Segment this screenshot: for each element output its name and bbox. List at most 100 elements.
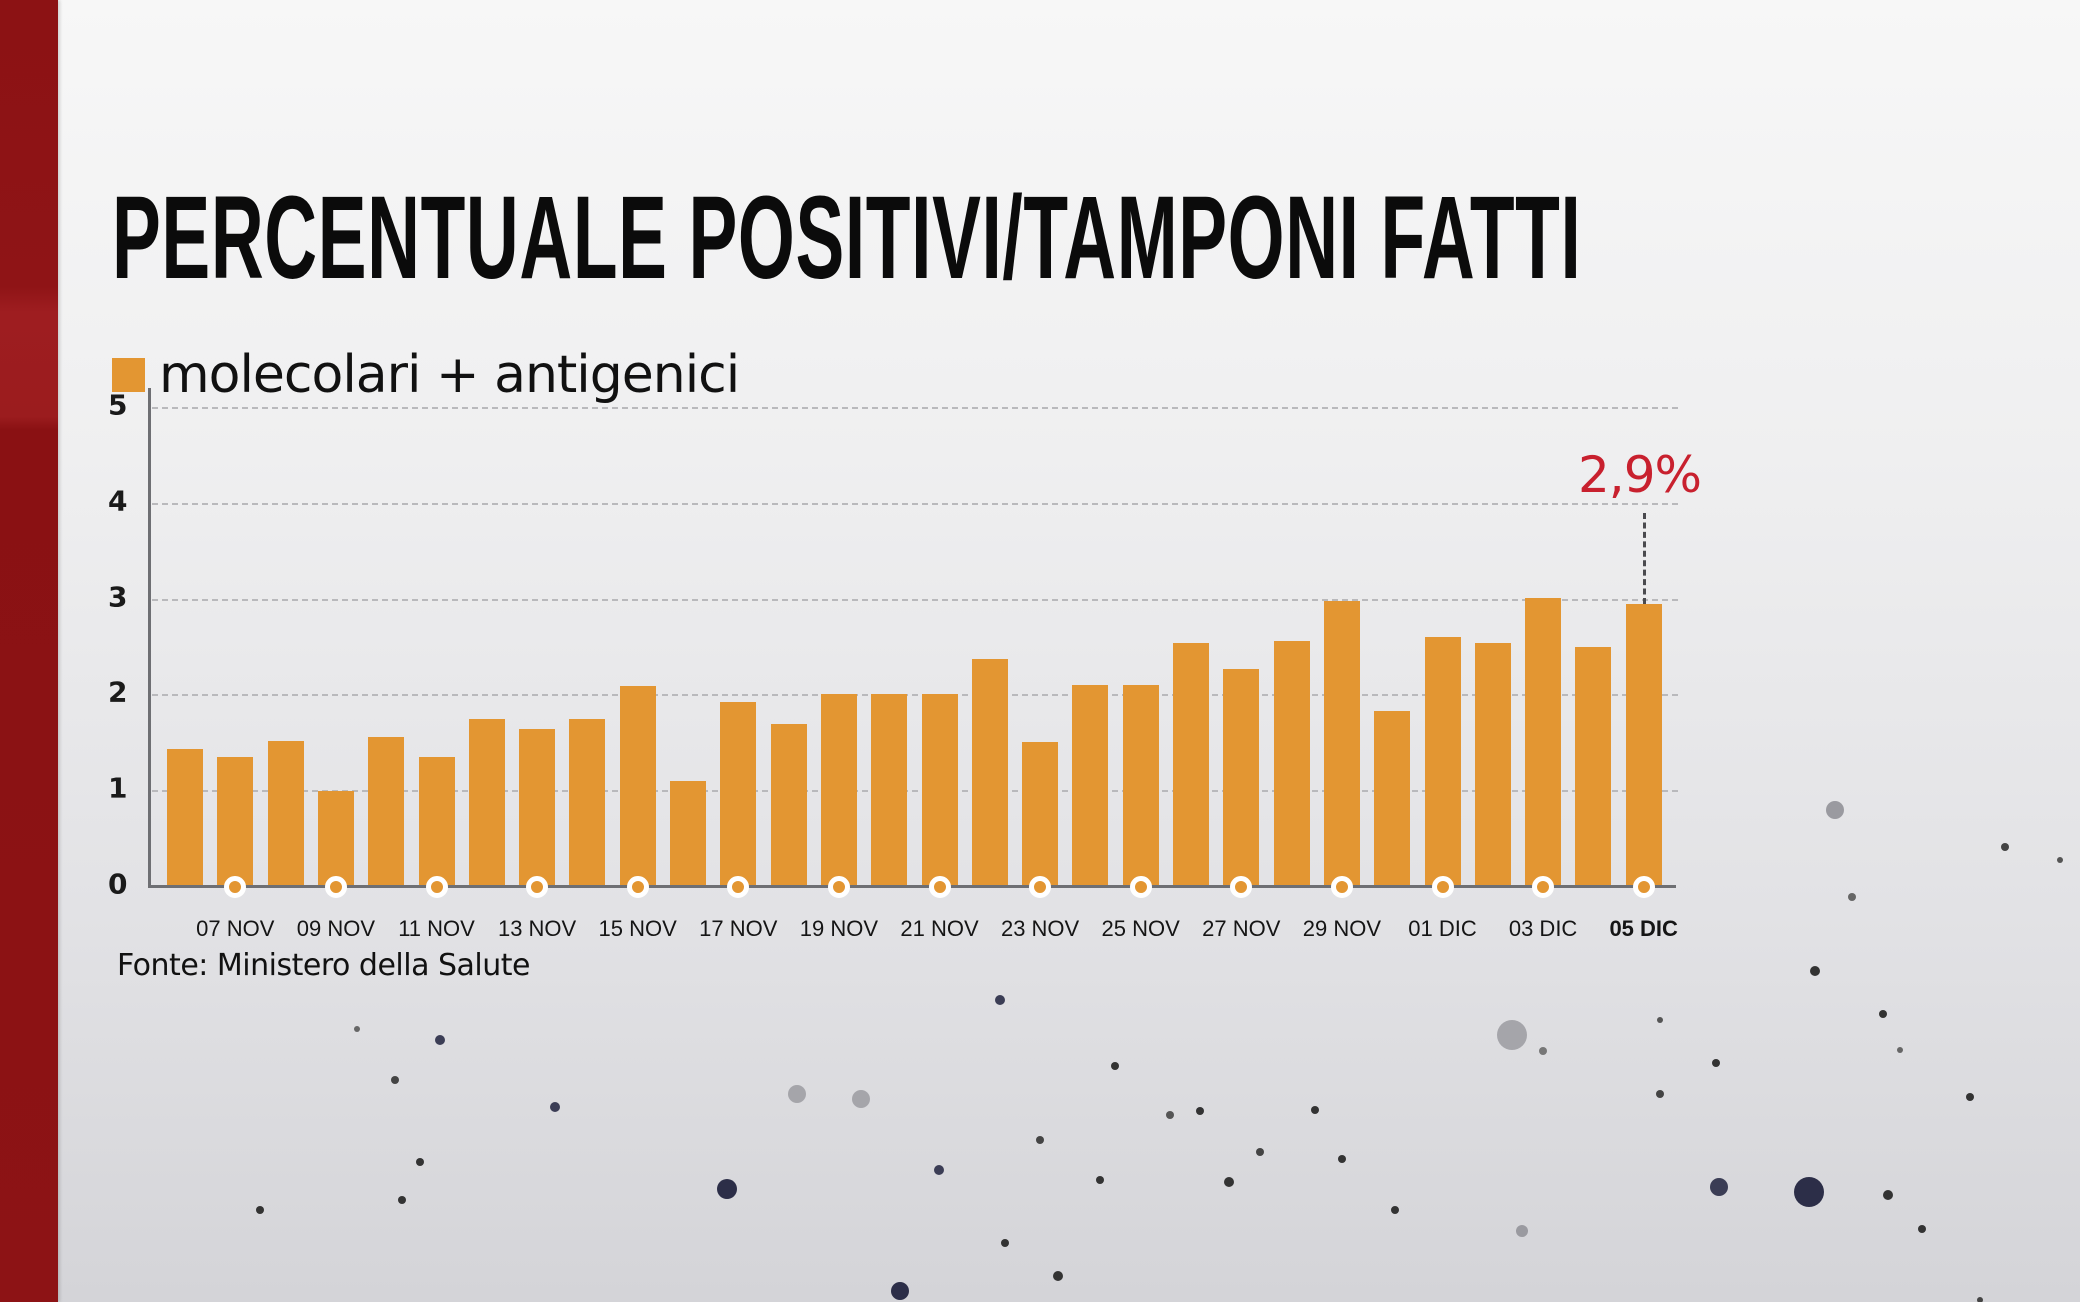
gridline xyxy=(152,598,1678,601)
bar xyxy=(167,749,203,886)
x-tick-label: 17 NOV xyxy=(699,916,778,941)
bar xyxy=(619,685,656,886)
bar xyxy=(267,741,304,886)
x-tick-marker xyxy=(224,876,247,898)
x-tick-marker xyxy=(526,876,549,898)
gridline xyxy=(152,407,1678,409)
x-tick-marker xyxy=(1330,876,1353,898)
x-tick-label: 29 NOV xyxy=(1302,916,1382,941)
annotation-value: 2,9% xyxy=(1578,446,1702,504)
particle-dot xyxy=(995,995,1005,1005)
x-tick-marker xyxy=(1230,876,1253,898)
x-tick-label: 21 NOV xyxy=(900,916,979,941)
red-accent-strip xyxy=(0,0,58,1302)
bar xyxy=(1122,684,1159,886)
bar xyxy=(519,728,556,886)
bar xyxy=(368,736,405,886)
gridline xyxy=(152,694,1678,697)
particle-dot xyxy=(1794,1177,1824,1207)
legend: molecolari + antigenici xyxy=(112,340,740,410)
y-tick-label: 1 xyxy=(108,771,128,805)
x-tick-label: 01 DIC xyxy=(1408,916,1477,941)
particle-dot xyxy=(1810,966,1820,976)
y-tick-label: 0 xyxy=(108,867,128,901)
particle-dot xyxy=(934,1165,944,1175)
bar xyxy=(1474,642,1511,886)
x-tick-marker xyxy=(1632,876,1655,898)
particle-dot xyxy=(1918,1225,1926,1233)
particle-dot xyxy=(1879,1010,1887,1018)
x-tick-label: 03 DIC xyxy=(1508,916,1578,941)
bar xyxy=(217,756,254,886)
bar xyxy=(921,694,958,886)
particle-dot xyxy=(1001,1239,1009,1247)
x-tick-marker xyxy=(1029,876,1052,898)
x-tick-label: 23 NOV xyxy=(1000,916,1080,941)
bar xyxy=(1323,601,1360,886)
particle-dot xyxy=(1539,1047,1547,1055)
particle-dot xyxy=(1196,1107,1204,1115)
x-tick-label: 27 NOV xyxy=(1202,916,1281,941)
bar xyxy=(1072,684,1109,886)
bar xyxy=(770,724,807,886)
particle-dot xyxy=(1966,1093,1974,1101)
x-tick-label: 13 NOV xyxy=(497,916,577,941)
particle-dot xyxy=(1096,1176,1104,1184)
y-axis xyxy=(148,388,151,888)
y-tick-label: 3 xyxy=(108,580,128,614)
particle-dot xyxy=(435,1035,445,1045)
bar xyxy=(1022,742,1059,886)
x-tick-label: 05 DIC xyxy=(1609,916,1678,941)
gridline xyxy=(152,790,1678,793)
particle-dot xyxy=(1166,1111,1174,1119)
legend-label: molecolari + antigenici xyxy=(159,345,740,405)
bar xyxy=(317,791,354,886)
particle-dot xyxy=(391,1076,399,1084)
particle-dot xyxy=(1848,893,1856,901)
x-tick-label: 09 NOV xyxy=(296,916,376,941)
x-tick-marker xyxy=(626,876,649,898)
particle-dot xyxy=(717,1179,737,1199)
particle-dot xyxy=(891,1282,909,1300)
x-tick-label: 19 NOV xyxy=(799,916,879,941)
particle-dot xyxy=(2057,857,2063,863)
particle-dot xyxy=(1311,1106,1319,1114)
particle-dot xyxy=(1657,1017,1663,1023)
x-tick-label: 07 NOV xyxy=(196,916,275,941)
particle-dot xyxy=(1516,1225,1528,1237)
gridline xyxy=(152,502,1678,505)
bar xyxy=(670,780,706,886)
particle-dot xyxy=(1053,1271,1063,1281)
y-tick-label: 5 xyxy=(108,388,128,422)
particle-dot xyxy=(1712,1059,1720,1067)
x-tick-marker xyxy=(324,876,347,898)
x-tick-label: 15 NOV xyxy=(598,916,677,941)
particle-dot xyxy=(1111,1062,1119,1070)
bar xyxy=(418,756,455,886)
particle-dot xyxy=(256,1206,264,1214)
particle-dot xyxy=(1497,1020,1527,1050)
bar xyxy=(1625,604,1662,886)
particle-dot xyxy=(416,1158,424,1166)
particle-dot xyxy=(1826,801,1844,819)
particle-dot xyxy=(354,1026,360,1032)
x-tick-marker xyxy=(425,876,448,898)
x-tick-label: 11 NOV xyxy=(398,916,475,941)
particle-dot xyxy=(398,1196,406,1204)
bar xyxy=(1273,640,1310,886)
bar xyxy=(1374,710,1411,886)
y-tick-label: 2 xyxy=(108,675,128,709)
bar xyxy=(820,694,857,886)
x-tick-marker xyxy=(827,876,850,898)
particle-dot xyxy=(2001,843,2009,851)
particle-dot xyxy=(1036,1136,1044,1144)
x-tick-marker xyxy=(928,876,951,898)
particle-dot xyxy=(1338,1155,1346,1163)
x-axis xyxy=(148,885,1676,888)
particle-dot xyxy=(1224,1177,1234,1187)
particle-dot xyxy=(1710,1178,1728,1196)
bar xyxy=(1525,597,1562,886)
particle-dot xyxy=(1656,1090,1664,1098)
bar xyxy=(1575,646,1612,886)
